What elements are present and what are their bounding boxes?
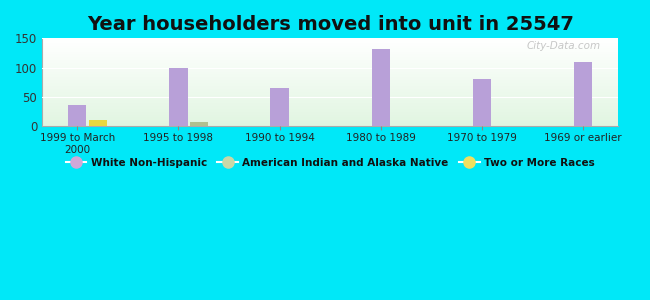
Bar [42,76,618,77]
Bar [42,50,618,51]
Bar [170,68,188,126]
Bar [42,114,618,115]
Bar [42,51,618,52]
Bar [42,47,618,48]
Bar [42,72,618,73]
Bar [42,39,618,40]
Bar [42,41,618,42]
Bar [42,68,618,69]
Bar [42,106,618,107]
Bar [42,53,618,54]
Bar [42,52,618,53]
Bar [42,86,618,87]
Bar [42,123,618,124]
Bar [42,85,618,86]
Bar [42,57,618,58]
Bar [190,122,208,126]
Bar [42,105,618,106]
Bar [42,58,618,59]
Bar [42,88,618,89]
Bar [42,75,618,76]
Bar [42,110,618,111]
Bar [42,118,618,119]
Title: Year householders moved into unit in 25547: Year householders moved into unit in 255… [86,15,573,34]
Bar [42,89,618,90]
Bar [42,81,618,82]
Bar [42,84,618,85]
Bar [42,60,618,61]
Bar [42,55,618,56]
Bar [68,104,86,126]
Bar [42,102,618,103]
Bar [42,82,618,83]
Bar [42,74,618,75]
Bar [42,98,618,99]
Bar [42,90,618,91]
Bar [42,48,618,49]
Bar [42,108,618,109]
Bar [42,40,618,41]
Bar [42,122,618,123]
Bar [42,45,618,46]
Bar [42,97,618,98]
Bar [42,115,618,116]
Bar [42,104,618,105]
Bar [42,100,618,101]
Bar [42,121,618,122]
Bar [88,120,107,126]
Bar [42,73,618,74]
Bar [42,38,618,39]
Bar [42,70,618,71]
Bar [42,120,618,121]
Bar [42,42,618,43]
Bar [42,67,618,68]
Bar [42,87,618,88]
Bar [42,49,618,50]
Bar [42,99,618,100]
Bar [42,95,618,96]
Bar [42,63,618,64]
Bar [42,54,618,55]
Bar [42,44,618,45]
Bar [42,77,618,78]
Bar [42,83,618,84]
Bar [42,117,618,118]
Bar [42,64,618,65]
Bar [42,61,618,62]
Bar [42,124,618,125]
Bar [42,96,618,97]
Bar [42,92,618,93]
Bar [42,46,618,47]
Bar [42,107,618,108]
Bar [42,116,618,117]
Bar [372,49,390,126]
Bar [42,56,618,57]
Bar [42,65,618,66]
Legend: White Non-Hispanic, American Indian and Alaska Native, Two or More Races: White Non-Hispanic, American Indian and … [62,154,599,172]
Bar [42,69,618,70]
Bar [42,125,618,126]
Bar [42,71,618,72]
Bar [42,59,618,60]
Bar [42,109,618,110]
Bar [42,66,618,67]
Bar [42,93,618,94]
Bar [42,78,618,79]
Bar [270,88,289,126]
Text: City-Data.com: City-Data.com [526,41,601,51]
Bar [42,80,618,81]
Bar [42,91,618,92]
Bar [42,101,618,102]
Bar [42,112,618,113]
Bar [42,94,618,95]
Bar [42,111,618,112]
Bar [473,80,491,126]
Bar [42,119,618,120]
Bar [42,103,618,104]
Bar [42,113,618,114]
Bar [42,79,618,80]
Bar [42,62,618,63]
Bar [574,62,592,126]
